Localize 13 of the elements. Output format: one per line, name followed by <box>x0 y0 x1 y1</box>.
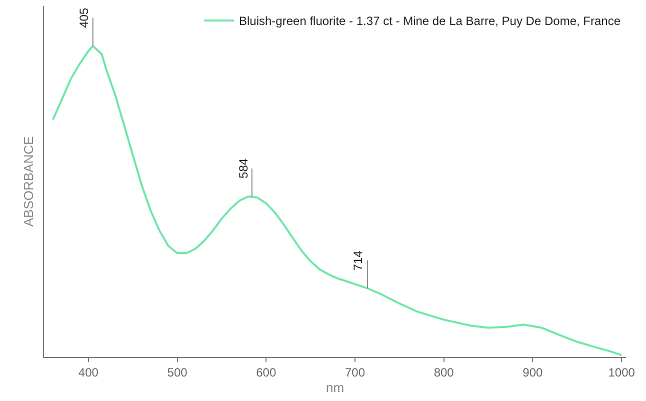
y-axis-title: ABSORBANCE <box>20 136 36 227</box>
x-tick-label: 400 <box>78 365 99 380</box>
annotation: 714 <box>351 250 366 271</box>
x-tick-label: 700 <box>344 365 366 380</box>
legend-label: Bluish-green fluorite - 1.37 ct - Mine de La Barre, Puy De Dome, France <box>239 14 621 28</box>
x-tick-label: 1000 <box>608 365 636 380</box>
x-tick-label: 600 <box>256 365 276 380</box>
annotation: 405 <box>76 8 91 28</box>
x-tick-label: 800 <box>434 365 454 380</box>
annotation: 584 <box>236 158 250 178</box>
x-tick-label: 500 <box>167 365 188 380</box>
x-axis-title: nm <box>326 380 344 395</box>
x-tick-label: 900 <box>522 365 544 380</box>
